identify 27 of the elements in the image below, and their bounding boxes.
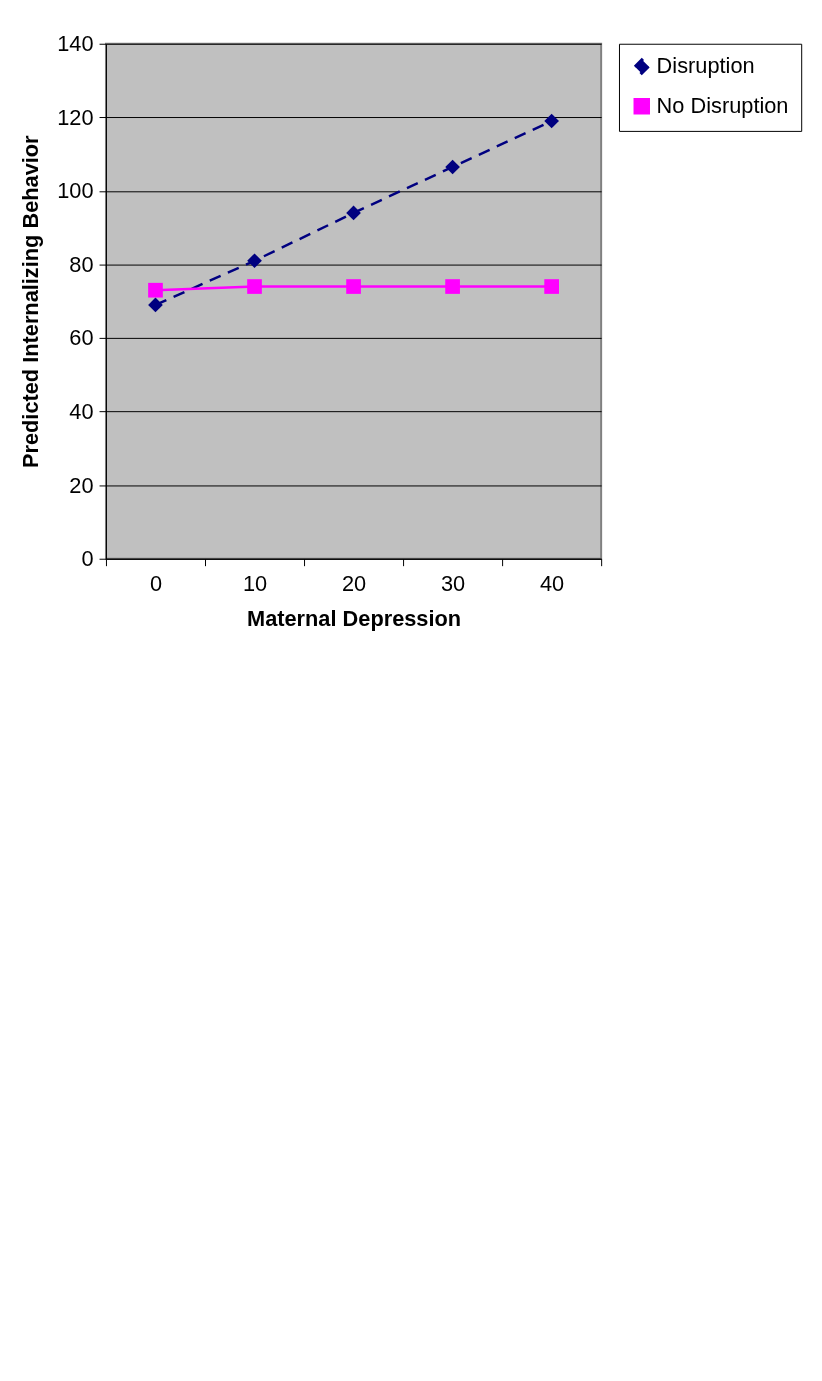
y-axis-title: Predicted Internalizing Behavior	[18, 134, 44, 469]
legend-label: No Disruption	[656, 93, 789, 119]
y-tick-label: 140	[57, 31, 94, 57]
point	[544, 113, 559, 129]
point	[346, 205, 361, 221]
y-tick-label: 20	[69, 472, 94, 498]
point	[346, 279, 361, 294]
y-tick-label: 120	[57, 104, 94, 130]
y-tick-label: 80	[69, 251, 94, 277]
x-axis-title: Maternal Depression	[247, 605, 462, 631]
point	[445, 159, 460, 175]
x-tick-label: 30	[440, 570, 466, 596]
y-tick-label: 60	[69, 325, 94, 351]
point	[544, 279, 559, 294]
point	[148, 282, 163, 298]
legend-label: Disruption	[656, 53, 755, 79]
x-tick-label: 40	[540, 570, 565, 596]
y-tick-label: 0	[81, 546, 94, 572]
point	[247, 279, 262, 294]
x-tick-label: 20	[341, 570, 367, 596]
point	[445, 279, 460, 294]
x-tick-label: 10	[242, 570, 268, 596]
y-tick-label: 40	[69, 399, 94, 425]
x-tick-label: 0	[149, 570, 163, 596]
point	[247, 253, 262, 269]
y-tick-label: 100	[57, 178, 94, 204]
point	[148, 297, 163, 313]
